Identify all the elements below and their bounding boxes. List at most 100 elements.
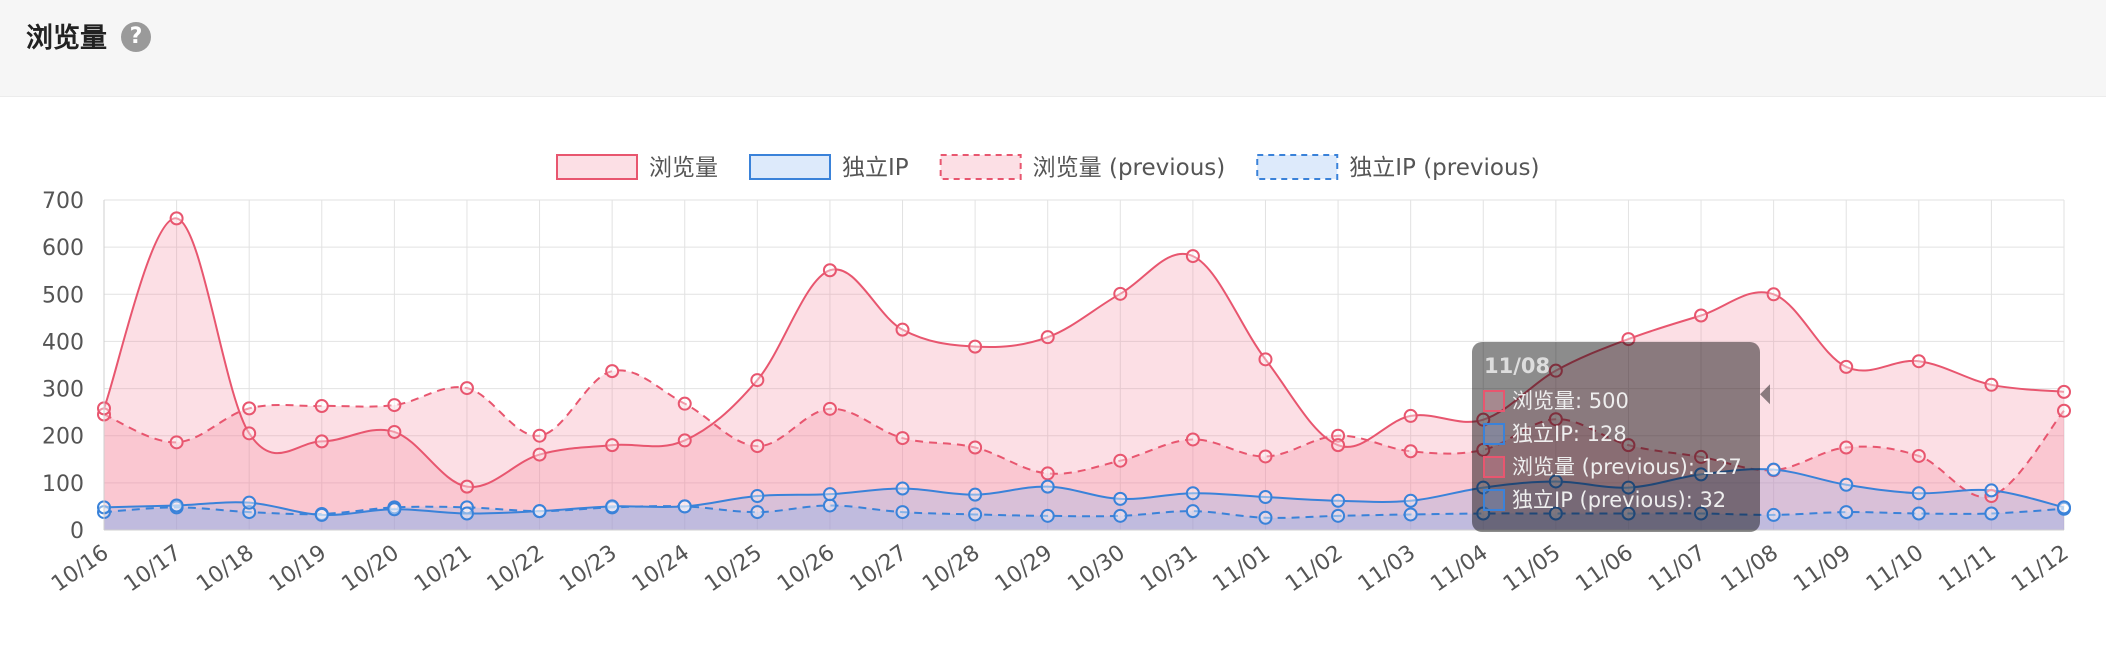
- data-point: [1185, 486, 1200, 501]
- tooltip: 11/08 浏览量: 500 独立IP: 128 浏览量 (previous): 12…: [1472, 342, 1770, 532]
- data-point: [1839, 359, 1854, 374]
- tooltip-row: 浏览量 (previous): 127: [1512, 455, 1742, 479]
- data-point: [1694, 467, 1709, 482]
- data-point: [1258, 449, 1273, 464]
- legend-item-1: 独立IP: [749, 154, 909, 181]
- series-points: [97, 211, 2071, 525]
- x-tick-label: 11/02: [1281, 540, 1347, 597]
- data-point: [532, 428, 547, 443]
- data-point: [1258, 510, 1273, 525]
- x-tick-label: 11/06: [1572, 540, 1638, 597]
- x-tick-label: 11/11: [1935, 540, 2001, 597]
- series-areas: [104, 218, 2064, 530]
- x-tick-label: 10/19: [265, 540, 331, 597]
- data-point: [1331, 508, 1346, 523]
- x-tick-label: 10/27: [846, 540, 912, 597]
- data-point: [1839, 477, 1854, 492]
- data-point: [169, 435, 184, 450]
- data-point: [750, 505, 765, 520]
- data-point: [1331, 493, 1346, 508]
- data-point: [1548, 412, 1563, 427]
- series-area-3: [104, 505, 2064, 530]
- y-tick-label: 0: [70, 519, 84, 544]
- data-point: [822, 498, 837, 513]
- data-point: [677, 396, 692, 411]
- y-tick-label: 400: [42, 330, 84, 355]
- data-point: [895, 481, 910, 496]
- data-point: [387, 398, 402, 413]
- legend-swatch: [1256, 154, 1339, 180]
- data-point: [895, 505, 910, 520]
- data-point: [169, 211, 184, 226]
- data-point: [605, 499, 620, 514]
- legend-label: 独立IP: [842, 155, 909, 181]
- x-tick-label: 11/03: [1354, 540, 1420, 597]
- x-tick-label: 10/21: [410, 540, 476, 597]
- x-tick-label: 10/24: [628, 540, 694, 597]
- data-point: [1621, 332, 1636, 347]
- data-point: [968, 487, 983, 502]
- y-tick-label: 300: [42, 378, 84, 403]
- data-point: [605, 364, 620, 379]
- data-point: [1911, 506, 1926, 521]
- data-point: [677, 499, 692, 514]
- data-point: [169, 498, 184, 513]
- data-point: [1911, 354, 1926, 369]
- page-title: 浏览量: [26, 23, 107, 54]
- data-point: [2057, 384, 2071, 399]
- legend-swatch: [556, 154, 638, 180]
- data-point: [822, 263, 837, 278]
- data-point: [242, 505, 257, 520]
- tooltip-row: 浏览量: 500: [1512, 389, 1629, 413]
- data-point: [1984, 483, 1999, 498]
- y-tick-label: 700: [42, 189, 84, 214]
- data-point: [1113, 508, 1128, 523]
- data-point: [968, 440, 983, 455]
- tooltip-row: 独立IP (previous): 32: [1512, 488, 1726, 512]
- series-line-3: [103, 504, 2065, 519]
- data-point: [1040, 479, 1055, 494]
- x-tick-label: 11/12: [2007, 540, 2073, 597]
- data-point: [387, 502, 402, 517]
- tooltip-title: 11/08: [1484, 354, 1550, 378]
- tooltip-box: [1472, 342, 1760, 532]
- tooltip-caret: [1760, 384, 1770, 405]
- data-point: [387, 424, 402, 439]
- data-point: [750, 489, 765, 504]
- data-point: [459, 479, 474, 494]
- x-tick-label: 10/25: [700, 540, 766, 597]
- tooltip-row: 独立IP: 128: [1512, 422, 1627, 446]
- data-point: [822, 401, 837, 416]
- series-lines: [103, 217, 2065, 519]
- x-tick-label: 10/18: [192, 540, 258, 597]
- x-tick-label: 11/04: [1426, 540, 1492, 597]
- y-tick-label: 100: [42, 472, 84, 497]
- data-point: [1331, 438, 1346, 453]
- tooltip-swatch: [1483, 489, 1505, 511]
- series-line-2: [103, 369, 2065, 499]
- data-point: [314, 399, 329, 414]
- data-point: [1548, 506, 1563, 521]
- data-point: [968, 507, 983, 522]
- data-point: [1839, 440, 1854, 455]
- data-point: [968, 339, 983, 354]
- data-point: [1548, 474, 1563, 489]
- data-point: [1911, 486, 1926, 501]
- tooltip-swatch: [1483, 456, 1505, 478]
- data-point: [1984, 506, 1999, 521]
- data-point: [1694, 506, 1709, 521]
- series-line-0: [103, 217, 2065, 488]
- data-point: [1258, 490, 1273, 504]
- data-point: [242, 401, 257, 416]
- data-point: [1621, 438, 1636, 453]
- x-tick-label: 10/30: [1063, 540, 1129, 597]
- panel-header: 浏览量 ?: [0, 0, 2106, 97]
- question-circle-icon[interactable]: ?: [121, 22, 151, 52]
- data-point: [532, 504, 547, 519]
- data-point: [1331, 428, 1346, 443]
- data-point: [1766, 287, 1781, 302]
- data-point: [242, 495, 257, 510]
- data-point: [1621, 480, 1636, 495]
- legend-swatch: [939, 154, 1022, 180]
